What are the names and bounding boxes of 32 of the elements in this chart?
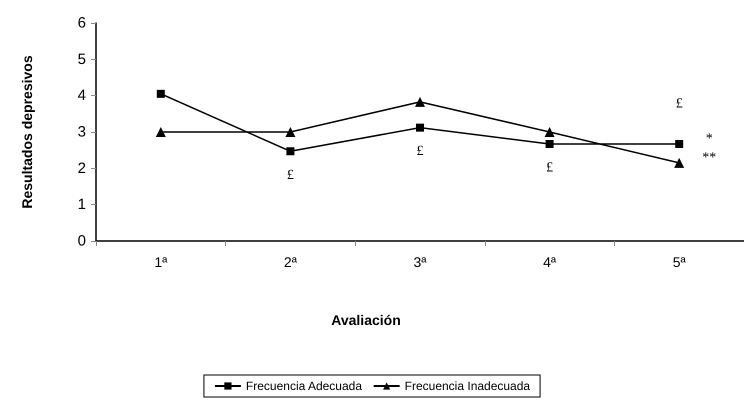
y-tick-label: 3 <box>78 124 86 140</box>
y-axis-title: Resultados depresivos <box>19 55 35 209</box>
y-tick-label: 0 <box>78 232 86 250</box>
x-tick-label: 1ª <box>154 254 168 270</box>
annotation: £ <box>546 160 554 176</box>
point <box>416 124 424 132</box>
point <box>285 127 296 137</box>
annotation: £ <box>286 168 294 183</box>
y-tick-label: 6 <box>78 14 86 32</box>
point <box>674 158 684 168</box>
point <box>546 140 554 148</box>
y-tick-label: 5 <box>78 50 86 68</box>
annotation: £ <box>416 144 424 160</box>
y-tick-label: 4 <box>78 87 86 104</box>
x-axis-title: Avaliación <box>331 312 401 328</box>
legend-label: Frecuencia Adecuada <box>246 379 362 393</box>
point <box>675 140 684 148</box>
y-tick-label: 1 <box>78 196 86 214</box>
x-tick-label: 2ª <box>284 254 298 270</box>
point <box>286 147 294 156</box>
annotation: * <box>706 131 713 146</box>
point <box>415 96 425 107</box>
x-tick-label: 5ª <box>672 254 686 270</box>
point <box>156 90 165 98</box>
point <box>156 127 166 137</box>
point <box>544 127 555 137</box>
annotation: ** <box>702 150 716 166</box>
y-tick-label: 2 <box>78 160 86 177</box>
x-tick-label: 3ª <box>414 254 428 270</box>
x-tick-label: 4ª <box>543 254 557 270</box>
annotation: £ <box>676 96 683 112</box>
legend-label: Frecuencia Inadecuada <box>404 379 530 393</box>
